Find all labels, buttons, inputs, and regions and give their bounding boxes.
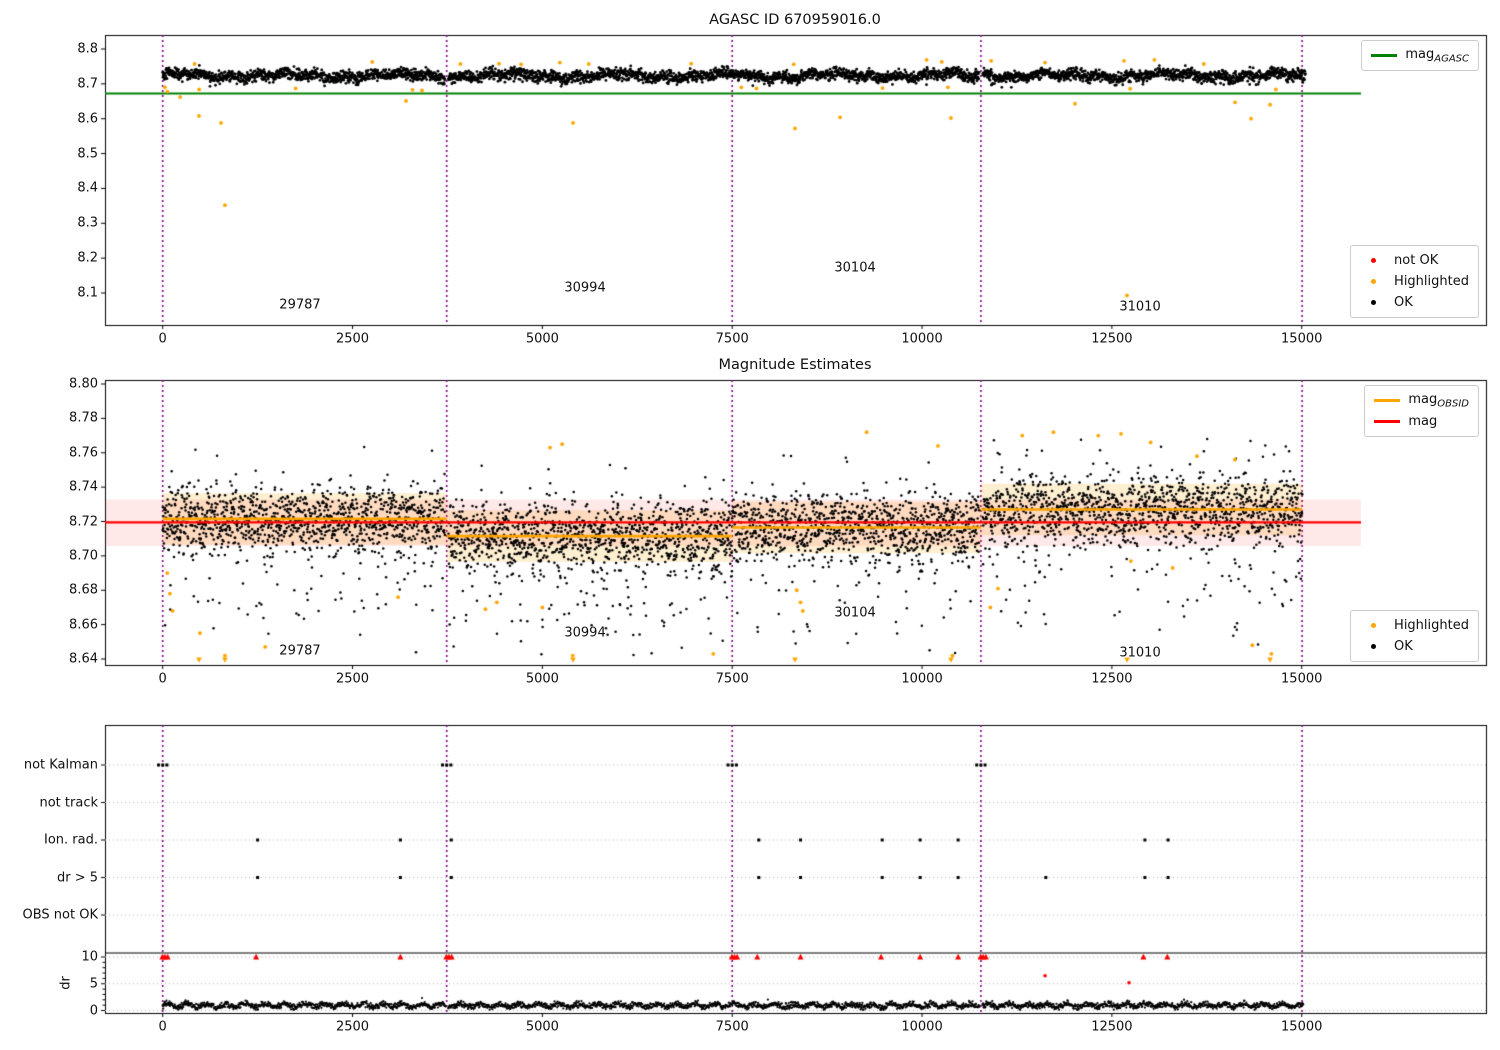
annotation-obsid-30104: 30104	[834, 260, 876, 276]
tick-label-x-bottom: 7500	[715, 1019, 749, 1035]
tick-label-x-bottom: 10000	[901, 1019, 943, 1035]
legend-dot-sample	[1360, 258, 1386, 263]
annotation-obsid-31010: 31010	[1119, 299, 1161, 315]
annotation-obsid-29787: 29787	[279, 643, 321, 659]
legend-line-sample	[1374, 399, 1401, 402]
tick-label-x-top: 5000	[525, 331, 559, 347]
tick-label-y-middle: 8.76	[69, 445, 98, 461]
legend-entry: mag	[1374, 411, 1469, 432]
legend-label: magOBSID	[1408, 391, 1469, 410]
flag-label: not track	[39, 795, 98, 810]
tick-label-y-top: 8.7	[77, 76, 98, 92]
tick-label-y-top: 8.2	[77, 250, 98, 266]
legend-label: Highlighted	[1394, 618, 1469, 633]
tick-label-y-top: 8.5	[77, 146, 98, 162]
tick-label-y-middle: 8.74	[69, 479, 98, 495]
tick-label-y-dr: 10	[81, 949, 98, 965]
tick-label-x-middle: 15000	[1281, 671, 1323, 687]
tick-label-y-top: 8.6	[77, 111, 98, 127]
legend-mag-agasc: magAGASC	[1361, 40, 1479, 71]
legend-dot-sample	[1360, 279, 1386, 284]
middle-plot-title: Magnitude Estimates	[718, 357, 872, 373]
tick-label-x-top: 10000	[901, 331, 943, 347]
legend-label: Highlighted	[1394, 274, 1469, 289]
tick-label-x-top: 7500	[715, 331, 749, 347]
tick-label-y-middle: 8.66	[69, 617, 98, 633]
tick-label-x-middle: 2500	[335, 671, 370, 687]
annotation-obsid-29787: 29787	[279, 297, 321, 313]
legend-entry: OK	[1360, 636, 1469, 657]
tick-label-x-bottom: 12500	[1091, 1019, 1133, 1035]
tick-label-x-middle: 10000	[901, 671, 943, 687]
top-plot-title: AGASC ID 670959016.0	[709, 12, 881, 28]
tick-label-x-middle: 12500	[1091, 671, 1133, 687]
tick-label-x-middle: 0	[158, 671, 167, 687]
tick-label-y-middle: 8.78	[69, 410, 98, 426]
tick-label-y-top: 8.3	[77, 215, 98, 231]
tick-label-x-bottom: 2500	[335, 1019, 370, 1035]
tick-label-y-dr: 5	[89, 976, 98, 992]
annotation-obsid-30994: 30994	[564, 625, 606, 641]
legend-entry: magOBSID	[1374, 390, 1469, 411]
legend-entry: Highlighted	[1360, 271, 1469, 292]
tick-label-x-top: 15000	[1281, 331, 1323, 347]
legend-mag-lines: magOBSID mag	[1364, 385, 1479, 437]
legend-line-sample	[1371, 54, 1398, 57]
legend-entry: not OK	[1360, 250, 1469, 271]
legend-entry: magAGASC	[1371, 45, 1469, 66]
tick-label-y-middle: 8.80	[69, 376, 98, 392]
legend-top-points: not OK Highlighted OK	[1350, 245, 1479, 318]
tick-label-y-dr: 0	[89, 1003, 98, 1018]
legend-dot-sample	[1360, 644, 1386, 649]
legend-entry: Highlighted	[1360, 615, 1469, 636]
legend-line-sample	[1374, 420, 1401, 423]
flag-label: dr > 5	[56, 870, 98, 885]
annotation-obsid-31010: 31010	[1119, 645, 1161, 661]
tick-label-x-top: 12500	[1091, 331, 1133, 347]
tick-label-y-top: 8.1	[77, 285, 98, 301]
tick-label-y-middle: 8.72	[69, 514, 98, 529]
tick-label-x-middle: 5000	[525, 671, 559, 687]
flag-label: OBS not OK	[22, 907, 99, 923]
flag-label: not Kalman	[23, 757, 98, 773]
legend-label: mag	[1408, 414, 1438, 429]
legend-label: not OK	[1394, 253, 1439, 268]
annotation-obsid-30104: 30104	[834, 605, 876, 621]
tick-label-x-top: 0	[158, 331, 167, 347]
tick-label-y-middle: 8.64	[69, 651, 98, 667]
tick-label-x-bottom: 5000	[525, 1019, 559, 1035]
legend-label: magAGASC	[1405, 46, 1469, 65]
legend-dot-sample	[1360, 300, 1386, 305]
tick-label-x-bottom: 15000	[1281, 1019, 1323, 1035]
legend-middle-points: Highlighted OK	[1350, 610, 1479, 662]
legend-dot-sample	[1360, 623, 1386, 628]
tick-label-x-bottom: 0	[158, 1019, 167, 1035]
legend-entry: OK	[1360, 292, 1469, 313]
tick-label-y-middle: 8.70	[69, 548, 98, 564]
tick-label-y-middle: 8.68	[69, 582, 98, 598]
legend-label: OK	[1394, 295, 1413, 310]
tick-label-x-top: 2500	[335, 331, 370, 347]
legend-label: OK	[1394, 639, 1413, 654]
tick-label-x-middle: 7500	[715, 671, 749, 687]
dr-axis-label: dr	[58, 976, 74, 990]
tick-label-y-top: 8.4	[77, 180, 98, 196]
flag-label: Ion. rad.	[44, 832, 98, 848]
tick-label-y-top: 8.8	[77, 41, 98, 57]
annotation-obsid-30994: 30994	[564, 280, 606, 296]
